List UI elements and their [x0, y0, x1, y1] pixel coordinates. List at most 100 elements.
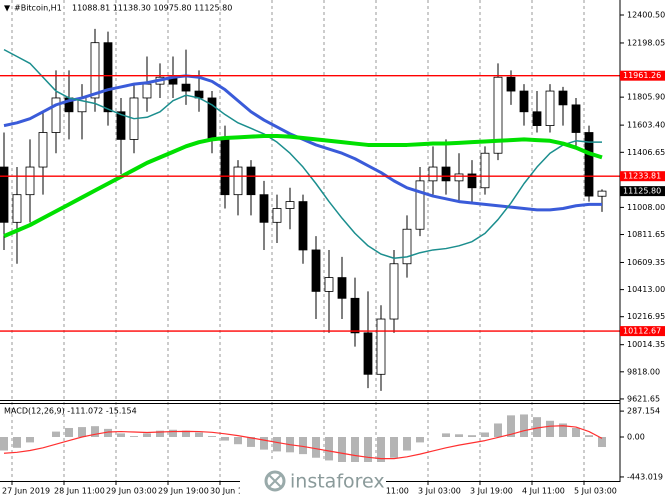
candle-body	[324, 277, 334, 292]
macd-bar	[364, 436, 372, 466]
y-tick-label: 12400.50	[627, 10, 665, 19]
candle-body	[0, 166, 9, 223]
candle-body	[25, 166, 35, 196]
candle-body	[493, 76, 503, 154]
y-tick-label: -443.019	[627, 472, 663, 481]
header-arrow: ▼	[4, 4, 11, 13]
watermark-box	[240, 462, 386, 499]
macd-bar	[403, 436, 411, 451]
macd-bar	[559, 423, 567, 437]
candle-body	[90, 42, 100, 99]
macd-bar	[390, 436, 398, 458]
macd-bar	[351, 436, 359, 465]
macd-bar	[52, 431, 60, 437]
macd-bar	[546, 420, 554, 437]
x-tick-label: 29 Jun 03:00	[106, 487, 157, 496]
x-tick-label: 29 Jun 19:00	[158, 487, 209, 496]
level-label: 10112.67	[623, 327, 661, 336]
y-tick-label: 11406.65	[627, 148, 665, 157]
level-label: 11961.26	[623, 71, 661, 80]
macd-bar	[533, 417, 541, 437]
macd-bar	[481, 432, 489, 437]
overlay-layer: 27 Jun 2019 28 Jun 11:00 29 Jun 03:00 29 Ju…	[2, 10, 665, 496]
macd-bar	[130, 436, 138, 437]
level-label-box	[620, 70, 665, 81]
candle-body	[545, 90, 555, 126]
macd-bar	[494, 423, 502, 437]
watermark-logo	[267, 473, 283, 489]
candle-body	[415, 180, 425, 230]
y-tick-label: 9621.65	[627, 394, 660, 403]
candle-body	[480, 152, 490, 189]
candle-body	[597, 190, 607, 197]
candle-body	[363, 332, 373, 375]
watermark-text: instaforex	[290, 471, 385, 493]
candle-body	[506, 76, 516, 92]
candle-body	[441, 166, 451, 182]
y-tick-label: 0.00	[627, 432, 645, 441]
macd-bar	[91, 426, 99, 437]
candle-body	[51, 97, 61, 133]
macd-title: MACD(12,26,9) -111.072 -15.154	[4, 407, 137, 416]
plot-layer	[0, 0, 620, 485]
macd-bar	[455, 434, 463, 437]
macd-bar	[377, 436, 385, 464]
x-tick-label: 27 Jun 2019	[2, 487, 50, 496]
candle-body	[38, 132, 48, 168]
macd-bar	[182, 430, 190, 437]
level-label-box	[620, 326, 665, 337]
macd-bar	[104, 428, 112, 437]
macd-bar	[247, 436, 255, 447]
candle-body	[298, 201, 308, 251]
macd-bar	[338, 436, 346, 463]
candle-body	[519, 90, 529, 113]
candle-body	[454, 173, 464, 182]
x-tick-label: 30 Jun 11:00	[210, 487, 261, 496]
macd-bar	[572, 427, 580, 437]
indicator-line	[3, 133, 603, 238]
macd-bar	[585, 435, 593, 437]
x-tick-label: 3 Jul 03:00	[418, 487, 461, 496]
macd-bar	[507, 415, 515, 437]
x-tick-label: 4 Jul 11:00	[522, 487, 565, 496]
candle-body	[181, 83, 191, 92]
chart-title: #Bitcoin,H1	[14, 4, 62, 13]
candle-body	[389, 263, 399, 320]
macd-bar	[221, 436, 229, 441]
level-label: 11233.81	[623, 172, 661, 181]
candle-body	[402, 228, 412, 265]
macd-bar	[234, 436, 242, 445]
macd-bar	[260, 436, 268, 450]
macd-bar	[273, 436, 281, 452]
candle-body	[103, 42, 113, 113]
level-label-box	[620, 171, 665, 182]
x-tick-label: 3 Jul 19:00	[470, 487, 513, 496]
macd-bar	[598, 436, 606, 448]
macd-bar	[468, 435, 476, 437]
candle-body	[246, 166, 256, 196]
candle-body	[350, 297, 360, 334]
indicator-line	[3, 425, 603, 460]
candle-body	[259, 194, 269, 223]
candle-body	[233, 166, 243, 196]
candle-body	[376, 318, 386, 375]
candle-body	[558, 90, 568, 106]
candle-body	[467, 173, 477, 189]
candle-body	[12, 194, 22, 223]
macd-bar	[143, 433, 151, 437]
watermark: instaforex	[240, 462, 386, 499]
candle-body	[584, 132, 594, 197]
candle-body	[532, 111, 542, 126]
y-tick-label: 10014.35	[627, 340, 665, 349]
macd-bar	[208, 436, 216, 437]
y-tick-label: 10609.35	[627, 258, 665, 267]
candle-body	[116, 111, 126, 140]
candle-body	[220, 139, 230, 196]
y-tick-label: 10811.65	[627, 230, 665, 239]
y-tick-label: 11603.40	[627, 121, 665, 130]
indicator-line	[3, 48, 602, 259]
x-tick-label: 5 Jul 03:00	[574, 487, 617, 496]
macd-bar	[117, 433, 125, 437]
macd-bar	[312, 436, 320, 458]
